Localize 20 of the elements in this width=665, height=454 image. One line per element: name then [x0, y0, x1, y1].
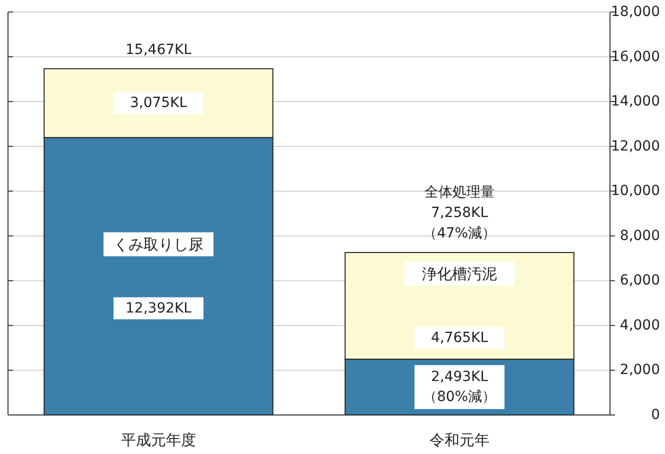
total-label: 全体処理量 7,258KL （47%減）: [422, 184, 496, 242]
data-label: 4,765KL: [430, 330, 488, 346]
y-tick-label: 16,000: [611, 48, 660, 65]
total-label: 15,467KL: [126, 42, 192, 58]
y-tick-label: 8,000: [620, 228, 660, 244]
y-tick-label: 4,000: [620, 317, 660, 334]
data-label: 2,493KL （80%減）: [422, 368, 496, 406]
y-tick-label: 2,000: [620, 362, 660, 378]
y-tick-label: 6,000: [620, 272, 660, 289]
y-tick-label: 18,000: [611, 4, 660, 20]
x-tick-label: 令和元年: [430, 431, 490, 449]
series-label: くみ取りし尿: [114, 235, 204, 254]
data-label: 12,392KL: [126, 300, 192, 316]
y-tick-label: 0: [651, 407, 660, 423]
y-tick-label: 12,000: [611, 138, 660, 154]
x-tick-label: 平成元年度: [121, 431, 196, 449]
y-tick-label: 14,000: [611, 94, 660, 110]
data-label: 3,075KL: [130, 95, 188, 112]
y-tick-label: 10,000: [611, 183, 660, 200]
series-label: 浄化槽汚泥: [422, 264, 497, 283]
